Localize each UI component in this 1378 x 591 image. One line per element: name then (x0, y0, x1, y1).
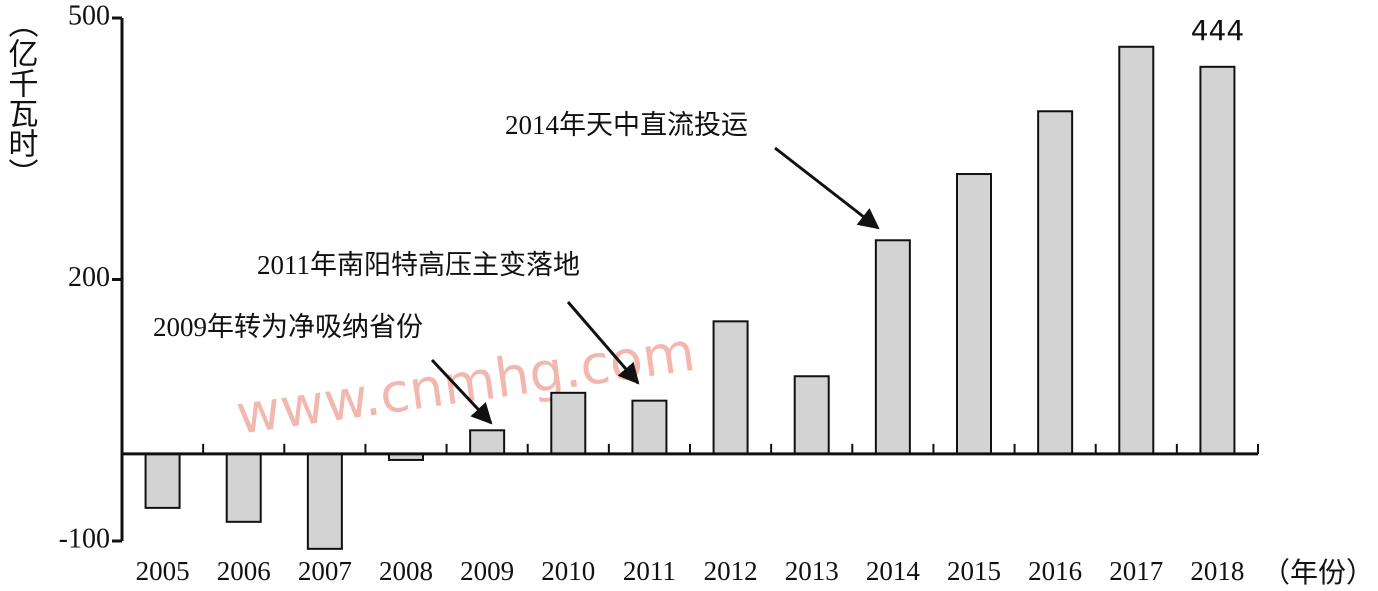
x-tick-label: 2014 (866, 556, 921, 586)
x-tick-label: 2018 (1190, 556, 1244, 586)
annotation: 2009年转为净吸纳省份 (153, 312, 423, 342)
bar (712, 320, 749, 455)
x-axis-label: （年份） (1262, 556, 1374, 589)
x-tick-label: 2006 (217, 556, 271, 586)
y-axis-label: （亿千瓦时） (3, 8, 39, 188)
arrow (566, 301, 640, 385)
x-tick-label: 2011 (623, 556, 676, 586)
x-tick-label: 2009 (460, 556, 514, 586)
data-label: 444 (1191, 14, 1244, 47)
annotation: 2011年南阳特高压主变落地 (257, 250, 580, 280)
x-tick-label: 2017 (1109, 556, 1163, 586)
x-tick-label: 2016 (1028, 556, 1082, 586)
bar (793, 375, 830, 455)
annotation: 2014年天中直流投运 (505, 110, 748, 140)
bar (306, 452, 343, 550)
bar (225, 452, 262, 523)
y-tick-label: 500 (68, 0, 110, 31)
x-tick-label: 2015 (947, 556, 1001, 586)
bar (144, 452, 181, 509)
x-tick-label: 2007 (298, 556, 352, 586)
bar (469, 429, 506, 455)
x-tick-label: 2012 (704, 556, 758, 586)
y-tick-label: 200 (68, 262, 110, 293)
x-tick-label: 2013 (785, 556, 839, 586)
bar (631, 399, 668, 455)
y-tick-label: -100 (59, 523, 110, 554)
arrow (774, 146, 880, 230)
bar (1118, 45, 1155, 455)
x-tick-label: 2005 (136, 556, 190, 586)
x-tick-label: 2010 (541, 556, 595, 586)
bar (550, 391, 587, 455)
bar (1037, 110, 1074, 455)
bar (956, 173, 992, 455)
bar (874, 239, 911, 455)
bar (1199, 65, 1236, 455)
arrow (430, 358, 493, 425)
x-tick-label: 2008 (379, 556, 433, 586)
